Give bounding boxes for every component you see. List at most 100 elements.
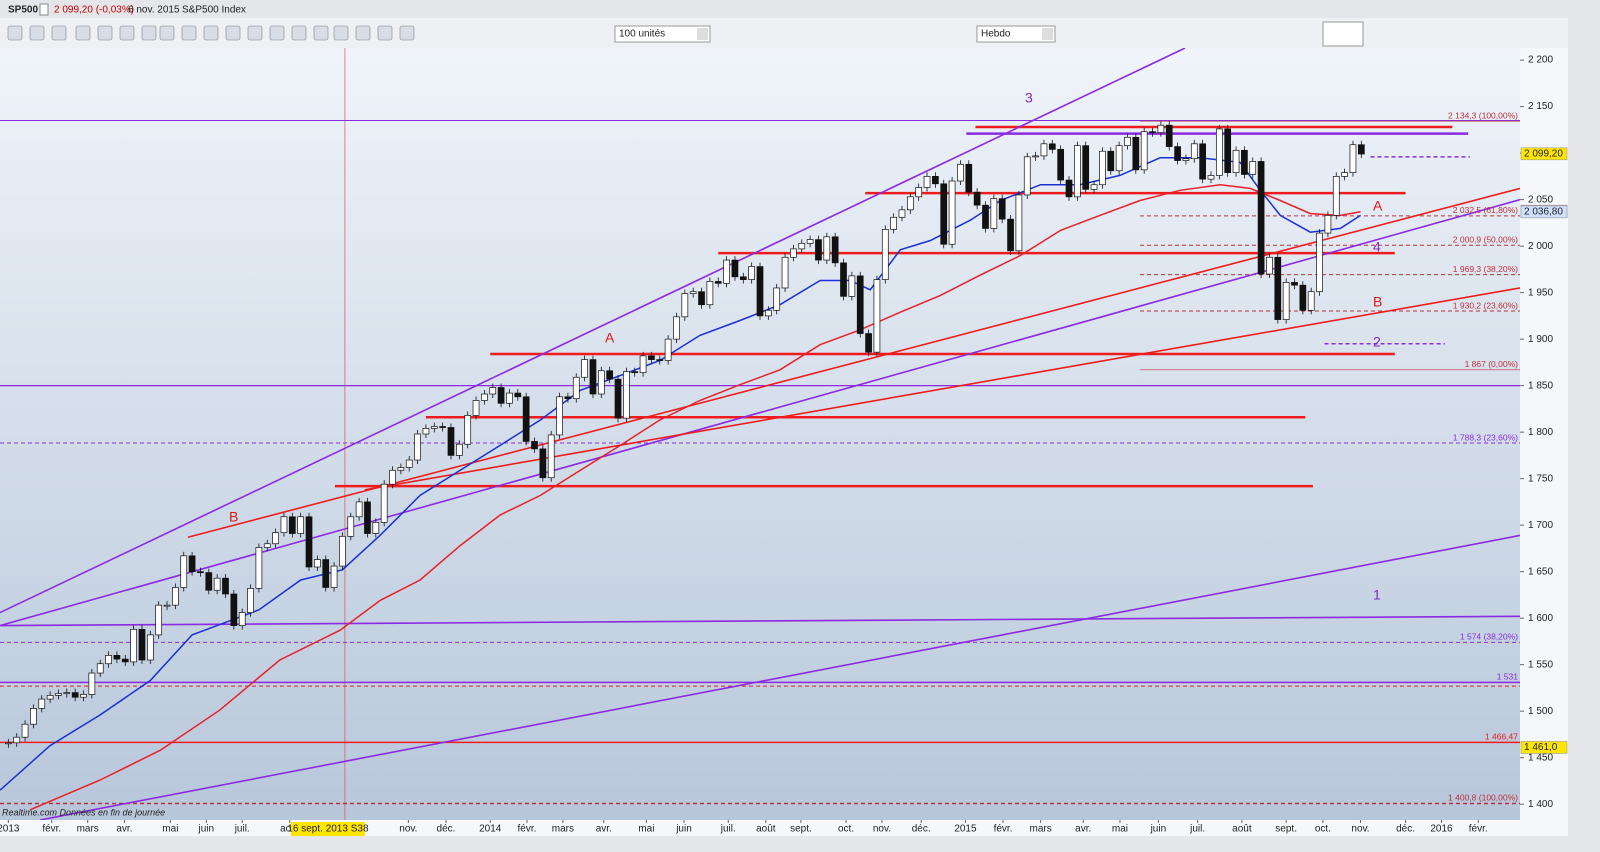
x-tick-label: avr. — [596, 824, 612, 835]
tool-icon[interactable] — [51, 25, 67, 41]
candle — [1341, 172, 1348, 177]
candle — [831, 236, 839, 264]
candle — [13, 736, 21, 744]
candle — [648, 355, 655, 360]
candle — [990, 198, 998, 229]
y-tick-label: 1 500 — [1528, 706, 1553, 717]
tool-icon[interactable] — [355, 25, 371, 41]
y-tick-label: 1 700 — [1528, 520, 1553, 531]
candle — [1174, 146, 1181, 161]
tool-icon[interactable] — [333, 25, 349, 41]
y-tick-label: 1 900 — [1528, 334, 1553, 345]
x-tick-label: mai — [638, 824, 654, 835]
candle — [1232, 149, 1240, 173]
level-label: 1 400,8 (100,00%) — [1448, 793, 1518, 803]
candle — [1048, 143, 1056, 150]
candle — [973, 191, 981, 206]
symbol: SP500 — [8, 5, 38, 16]
x-tick-label: nov. — [399, 824, 417, 835]
candle — [606, 370, 614, 380]
period-select[interactable] — [976, 25, 1056, 43]
x-tick-label: févr. — [994, 824, 1013, 835]
dropdown-button[interactable] — [697, 28, 708, 40]
candle — [1349, 144, 1357, 173]
candle — [230, 593, 238, 626]
candle — [322, 559, 330, 588]
chart-style-button[interactable] — [1322, 21, 1364, 47]
x-tick-label: oct. — [838, 824, 854, 835]
level-label: 1 930,2 (23,60%) — [1453, 300, 1518, 310]
tool-icon[interactable] — [313, 25, 329, 41]
x-axis-area — [0, 820, 1520, 836]
candle — [1023, 156, 1031, 196]
level-label: 1 574 (38,20%) — [1460, 632, 1518, 642]
tool-icon[interactable] — [75, 25, 91, 41]
x-tick-label: 2014 — [479, 824, 502, 835]
candle — [681, 293, 689, 318]
candle — [556, 396, 563, 436]
tool-icon[interactable] — [291, 25, 307, 41]
annotation: A — [1373, 198, 1383, 214]
level-label: 2 134,3 (100,00%) — [1448, 110, 1518, 120]
tool-icon[interactable] — [181, 25, 197, 41]
trend-line — [39, 534, 1520, 820]
candle — [564, 396, 572, 400]
y-tick-label: 1 650 — [1528, 566, 1553, 577]
tool-icon[interactable] — [29, 25, 45, 41]
candle — [113, 655, 121, 660]
candle — [656, 359, 664, 361]
trend-line — [0, 615, 1520, 627]
y-axis-area — [1520, 48, 1568, 836]
units-value: 100 unités — [619, 29, 665, 40]
tool-icon[interactable] — [225, 25, 241, 41]
candle — [1132, 136, 1140, 171]
x-tick-label: avr. — [1075, 824, 1091, 835]
tool-icon[interactable] — [119, 25, 135, 41]
price-tag-label: 1 461,0 — [1524, 742, 1558, 753]
tool-icon[interactable] — [7, 25, 23, 41]
candle — [1215, 128, 1223, 176]
candle — [372, 522, 380, 534]
candle — [1157, 124, 1165, 133]
candle — [5, 742, 12, 745]
tool-icon[interactable] — [377, 25, 393, 41]
candle — [756, 266, 764, 317]
info-icon[interactable] — [39, 3, 49, 16]
candle — [88, 672, 96, 695]
candle — [121, 658, 129, 663]
tool-icon[interactable] — [141, 25, 157, 41]
candle — [1124, 136, 1131, 147]
tool-icon[interactable] — [97, 25, 113, 41]
tool-icon[interactable] — [399, 25, 415, 41]
tool-icon[interactable] — [247, 25, 263, 41]
y-tick-label: 1 550 — [1528, 659, 1553, 670]
level-label: 1 466,47 — [1485, 732, 1518, 742]
candle — [1241, 149, 1248, 175]
candle — [105, 655, 112, 665]
candle — [1199, 143, 1206, 180]
price-tag — [1520, 741, 1568, 754]
candle — [397, 467, 405, 471]
tool-icon[interactable] — [159, 25, 175, 41]
tool-icon[interactable] — [269, 25, 285, 41]
candle — [714, 281, 722, 284]
candle — [589, 359, 597, 395]
candle — [1299, 284, 1307, 311]
candle — [865, 333, 872, 353]
dropdown-button[interactable] — [1042, 28, 1053, 40]
candle — [773, 287, 781, 311]
plot-area — [0, 48, 1520, 820]
candle — [806, 239, 814, 244]
annotation: 4 — [1373, 239, 1381, 255]
candle — [389, 469, 396, 485]
x-tick-label: 2013 — [0, 824, 20, 835]
footer-note: Realtime.com Données en fin de journée — [2, 807, 165, 817]
x-tick-label: sept. — [1275, 824, 1297, 835]
units-select[interactable] — [614, 25, 711, 43]
price-tag-label: 2 036,80 — [1524, 207, 1563, 218]
candle — [1316, 232, 1323, 293]
candle — [881, 229, 889, 280]
candle — [314, 559, 321, 568]
tool-icon[interactable] — [203, 25, 219, 41]
candle — [188, 555, 196, 573]
